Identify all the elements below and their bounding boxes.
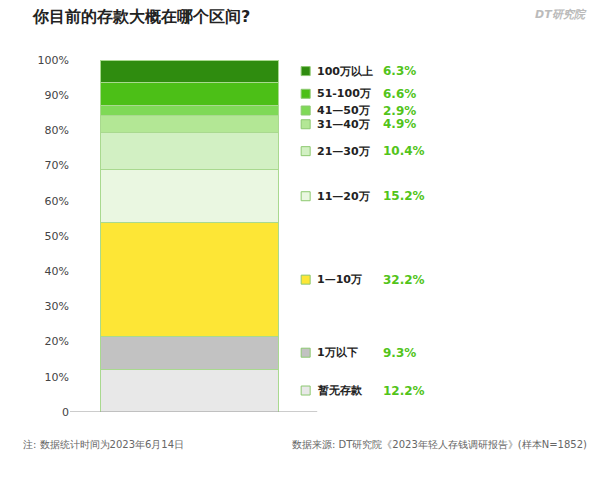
svg-text:31—40万: 31—40万: [317, 118, 370, 131]
svg-text:注: 数据统计时间为2023年6月14日: 注: 数据统计时间为2023年6月14日: [23, 439, 184, 450]
svg-text:40%: 40%: [45, 265, 69, 278]
svg-text:41—50万: 41—50万: [317, 104, 370, 117]
svg-text:0: 0: [62, 406, 69, 419]
svg-text:100万以上: 100万以上: [317, 65, 373, 78]
svg-text:暂无存款: 暂无存款: [317, 384, 363, 397]
svg-text:9.3%: 9.3%: [383, 346, 416, 360]
svg-text:10%: 10%: [45, 371, 69, 384]
svg-text:1万以下: 1万以下: [317, 346, 358, 359]
svg-text:50%: 50%: [45, 230, 69, 243]
svg-text:12.2%: 12.2%: [383, 384, 425, 398]
svg-text:10.4%: 10.4%: [383, 144, 425, 158]
svg-text:21—30万: 21—30万: [317, 145, 370, 158]
svg-text:70%: 70%: [45, 159, 69, 172]
svg-text:1—10万: 1—10万: [317, 273, 362, 286]
svg-text:11—20万: 11—20万: [317, 190, 370, 203]
svg-text:4.9%: 4.9%: [383, 117, 416, 131]
svg-text:数据来源: DT研究院《2023年轻人存钱调研报告》(样本N: 数据来源: DT研究院《2023年轻人存钱调研报告》(样本N=1852): [292, 439, 587, 450]
svg-text:32.2%: 32.2%: [383, 273, 425, 287]
svg-text:6.3%: 6.3%: [383, 64, 416, 78]
svg-text:6.6%: 6.6%: [383, 87, 416, 101]
svg-text:60%: 60%: [45, 195, 69, 208]
svg-text:你目前的存款大概在哪个区间?: 你目前的存款大概在哪个区间?: [32, 7, 250, 26]
svg-text:20%: 20%: [45, 335, 69, 348]
svg-text:30%: 30%: [45, 300, 69, 313]
svg-text:51-100万: 51-100万: [317, 87, 371, 100]
svg-text:90%: 90%: [45, 89, 69, 102]
svg-text:15.2%: 15.2%: [383, 189, 425, 203]
svg-text:100%: 100%: [38, 54, 69, 67]
svg-text:DT研究院: DT研究院: [535, 8, 587, 21]
svg-text:80%: 80%: [45, 124, 69, 137]
svg-text:2.9%: 2.9%: [383, 104, 416, 118]
